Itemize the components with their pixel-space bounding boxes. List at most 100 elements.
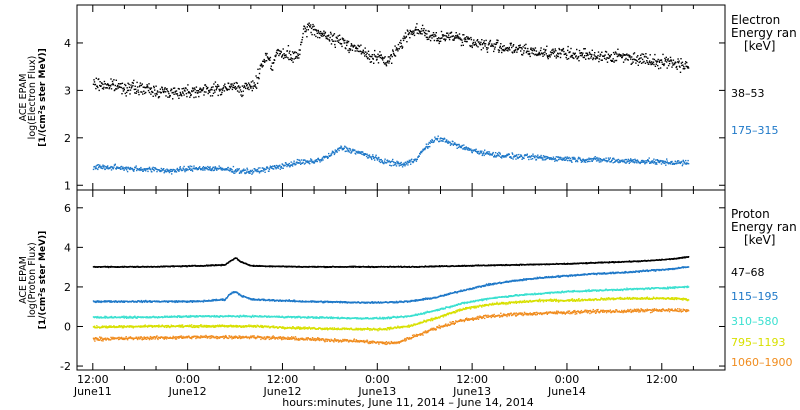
data-point bbox=[173, 87, 176, 89]
data-point bbox=[348, 151, 351, 153]
data-point bbox=[570, 47, 572, 50]
data-point bbox=[667, 59, 669, 61]
data-point bbox=[170, 168, 172, 171]
data-point bbox=[452, 39, 454, 41]
data-point bbox=[410, 30, 412, 33]
data-point bbox=[412, 30, 414, 32]
data-point bbox=[487, 47, 489, 49]
data-point bbox=[135, 167, 137, 169]
data-point bbox=[233, 86, 235, 89]
data-point bbox=[456, 35, 458, 37]
data-point bbox=[635, 160, 638, 162]
data-point bbox=[298, 49, 300, 51]
data-point bbox=[485, 283, 488, 285]
data-point bbox=[395, 165, 398, 167]
data-point bbox=[392, 52, 395, 55]
data-point bbox=[299, 53, 301, 56]
data-point bbox=[522, 279, 524, 282]
data-point bbox=[462, 44, 464, 46]
data-point bbox=[304, 159, 306, 161]
data-point bbox=[416, 23, 418, 25]
data-point bbox=[415, 29, 418, 31]
data-point bbox=[271, 62, 273, 64]
data-point bbox=[244, 172, 246, 175]
data-point bbox=[291, 165, 294, 167]
data-point bbox=[199, 87, 201, 89]
data-point bbox=[229, 87, 232, 89]
data-point bbox=[592, 159, 594, 161]
data-point bbox=[466, 40, 468, 43]
data-point bbox=[293, 162, 296, 164]
data-point bbox=[222, 298, 224, 300]
data-point bbox=[362, 51, 364, 53]
data-point bbox=[439, 40, 442, 42]
data-point bbox=[551, 49, 553, 51]
data-point bbox=[416, 158, 418, 161]
data-point bbox=[208, 89, 210, 92]
data-point bbox=[163, 300, 166, 302]
data-point bbox=[437, 39, 439, 42]
data-point bbox=[181, 300, 183, 302]
data-point bbox=[602, 159, 604, 161]
data-point bbox=[341, 45, 343, 48]
data-point bbox=[505, 47, 508, 49]
data-point bbox=[293, 58, 295, 60]
data-point bbox=[242, 295, 244, 297]
data-point bbox=[598, 157, 600, 159]
data-point bbox=[625, 162, 627, 164]
data-point bbox=[227, 295, 229, 297]
data-point bbox=[104, 301, 106, 303]
data-point bbox=[424, 298, 427, 301]
data-point bbox=[183, 169, 186, 171]
data-point bbox=[406, 160, 409, 163]
data-point bbox=[257, 170, 259, 172]
data-point bbox=[618, 161, 620, 163]
data-point bbox=[397, 50, 399, 52]
data-point bbox=[682, 163, 684, 165]
data-point bbox=[263, 58, 265, 61]
data-point bbox=[371, 55, 373, 58]
data-point bbox=[505, 263, 508, 266]
data-point bbox=[459, 290, 462, 293]
data-point bbox=[619, 159, 621, 162]
data-point bbox=[296, 158, 299, 161]
data-point bbox=[251, 89, 253, 92]
data-point bbox=[622, 61, 625, 63]
data-point bbox=[168, 92, 170, 95]
data-point bbox=[99, 164, 101, 166]
data-point bbox=[377, 158, 379, 160]
data-point bbox=[365, 153, 367, 155]
data-point bbox=[506, 49, 508, 51]
data-point bbox=[344, 301, 346, 304]
data-point bbox=[632, 53, 635, 55]
data-point bbox=[631, 56, 633, 58]
data-point bbox=[650, 63, 652, 66]
data-point bbox=[539, 156, 541, 158]
data-point bbox=[569, 275, 572, 277]
data-point bbox=[382, 59, 384, 61]
data-point bbox=[251, 85, 253, 88]
data-point bbox=[338, 34, 341, 36]
data-point bbox=[438, 40, 441, 43]
data-point bbox=[227, 88, 229, 90]
data-point bbox=[336, 37, 338, 40]
data-point bbox=[159, 170, 161, 173]
data-point bbox=[545, 155, 547, 158]
data-point bbox=[521, 54, 524, 56]
data-point bbox=[322, 302, 324, 304]
data-point bbox=[189, 96, 191, 98]
data-point bbox=[350, 152, 352, 154]
data-point bbox=[525, 278, 527, 280]
data-point bbox=[522, 52, 525, 54]
data-point bbox=[198, 91, 200, 93]
data-point bbox=[360, 53, 363, 55]
data-point bbox=[638, 271, 640, 273]
data-point bbox=[552, 158, 554, 160]
data-point bbox=[478, 153, 481, 155]
data-point bbox=[115, 79, 117, 81]
data-point bbox=[481, 39, 483, 41]
data-point bbox=[548, 55, 550, 57]
data-point bbox=[509, 49, 511, 51]
data-point bbox=[132, 82, 134, 84]
data-point bbox=[382, 161, 384, 164]
